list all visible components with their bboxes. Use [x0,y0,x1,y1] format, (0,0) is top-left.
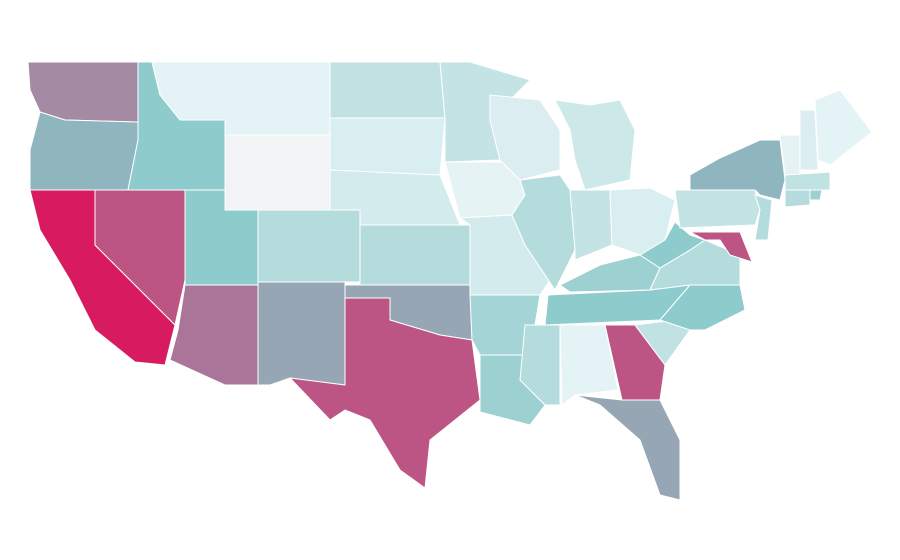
state [257,281,346,386]
state [569,189,613,261]
state [329,117,446,176]
state [554,99,636,191]
state [784,171,831,191]
state [519,324,561,406]
state [559,324,619,406]
state [511,174,576,291]
state [329,61,446,119]
state [689,139,786,201]
state [784,189,811,208]
state [29,111,139,191]
state [574,394,681,501]
state [359,224,471,286]
state [754,194,773,241]
state [809,189,823,201]
state [169,284,259,386]
state [224,134,331,211]
state [489,94,561,181]
state [689,231,753,263]
state [674,189,761,229]
state [257,209,361,283]
state [799,109,819,171]
state [604,324,666,401]
state [814,89,873,166]
states [27,61,873,501]
state [289,297,481,489]
state [559,254,661,293]
state [639,221,706,269]
